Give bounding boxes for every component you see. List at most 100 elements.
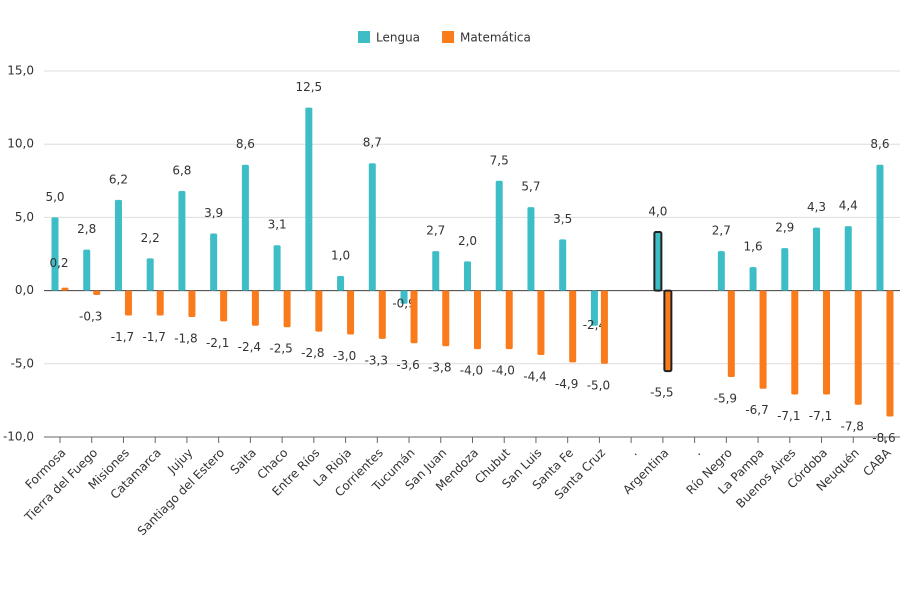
value-label: -4,0 <box>460 364 483 378</box>
value-label: 3,5 <box>553 212 572 226</box>
value-label: 8,7 <box>363 136 382 150</box>
bar <box>368 163 376 291</box>
value-label: -1,7 <box>111 330 134 344</box>
x-tick-label: . <box>691 446 704 459</box>
bar <box>61 287 69 291</box>
value-label: 4,4 <box>839 199 858 213</box>
bar <box>378 290 386 339</box>
value-label: -3,6 <box>396 358 419 372</box>
value-label: 6,8 <box>172 164 191 178</box>
value-label: 3,1 <box>268 218 287 232</box>
value-label: -2,4 <box>238 340 261 354</box>
bar <box>251 290 259 326</box>
bar <box>876 164 884 291</box>
bar <box>432 251 440 291</box>
value-label: -1,8 <box>174 331 197 345</box>
y-tick-label: -5,0 <box>11 356 34 370</box>
bar <box>590 290 598 326</box>
value-label: -2,5 <box>269 342 292 356</box>
value-label: 3,9 <box>204 206 223 220</box>
bar <box>717 251 725 291</box>
value-label: 0,2 <box>49 256 68 270</box>
bar <box>210 233 218 291</box>
bar <box>463 261 471 291</box>
bar <box>854 290 862 405</box>
bar <box>220 290 228 322</box>
bar <box>727 290 735 377</box>
bar <box>600 290 608 364</box>
value-label: 4,0 <box>648 205 667 219</box>
bar <box>759 290 767 389</box>
value-label: -2,1 <box>206 336 229 350</box>
bar <box>283 290 291 328</box>
bar <box>813 227 821 291</box>
value-label: -5,9 <box>714 391 737 405</box>
bar <box>559 239 567 291</box>
bar <box>51 217 59 291</box>
value-label: -0,9 <box>392 296 415 310</box>
x-tick-label: CABA <box>860 445 894 479</box>
bar <box>114 199 122 291</box>
bar <box>241 164 249 291</box>
bar <box>473 290 481 350</box>
value-label: -7,8 <box>841 419 864 433</box>
value-label: 2,7 <box>712 224 731 238</box>
bar <box>527 207 535 291</box>
value-label: -3,3 <box>365 353 388 367</box>
bar <box>749 267 757 291</box>
bar <box>347 290 355 335</box>
bar <box>844 226 852 291</box>
value-label: 2,9 <box>775 221 794 235</box>
legend-label: Matemática <box>460 31 531 45</box>
bar <box>146 258 154 291</box>
bar <box>83 249 91 291</box>
bar <box>124 290 132 316</box>
value-label: -1,7 <box>142 330 165 344</box>
value-label: 7,5 <box>490 153 509 167</box>
value-label: -5,0 <box>587 378 610 392</box>
bar <box>273 245 281 291</box>
value-label: -7,1 <box>777 409 800 423</box>
bar <box>569 290 577 363</box>
value-label: -5,5 <box>650 386 673 400</box>
bar <box>537 290 545 356</box>
y-tick-label: 0,0 <box>15 283 34 297</box>
bar <box>791 290 799 395</box>
bar <box>505 290 513 350</box>
value-label: 4,3 <box>807 200 826 214</box>
value-label: 1,6 <box>744 240 763 254</box>
bar <box>495 180 503 291</box>
legend: Lengua Matemática <box>358 31 531 45</box>
bar <box>337 275 345 291</box>
value-label: 5,7 <box>521 180 540 194</box>
value-label: -0,3 <box>79 309 102 323</box>
value-label: 2,2 <box>141 231 160 245</box>
value-label: -2,4 <box>583 318 606 332</box>
value-label: 8,6 <box>236 137 255 151</box>
value-label: 6,2 <box>109 172 128 186</box>
legend-swatch <box>442 31 455 43</box>
x-tick-label: Argentina <box>620 446 671 497</box>
value-label: 2,8 <box>77 222 96 236</box>
bar <box>156 290 164 316</box>
value-label: 2,7 <box>426 224 445 238</box>
bar <box>886 290 894 417</box>
x-tick-label: . <box>627 446 640 459</box>
value-label: -3,0 <box>333 349 356 363</box>
y-tick-label: 15,0 <box>7 64 34 78</box>
value-label: 5,0 <box>45 190 64 204</box>
bar <box>315 290 323 332</box>
bar <box>400 290 408 304</box>
bar <box>663 289 673 373</box>
value-label: -2,8 <box>301 346 324 360</box>
bar <box>188 290 196 317</box>
bar <box>823 290 831 395</box>
y-tick-label: -10,0 <box>3 430 34 444</box>
value-label: 2,0 <box>458 234 477 248</box>
y-tick-label: 5,0 <box>15 210 34 224</box>
bar <box>410 290 418 344</box>
value-label: -6,7 <box>745 403 768 417</box>
value-label: -7,1 <box>809 409 832 423</box>
bar <box>781 248 789 291</box>
